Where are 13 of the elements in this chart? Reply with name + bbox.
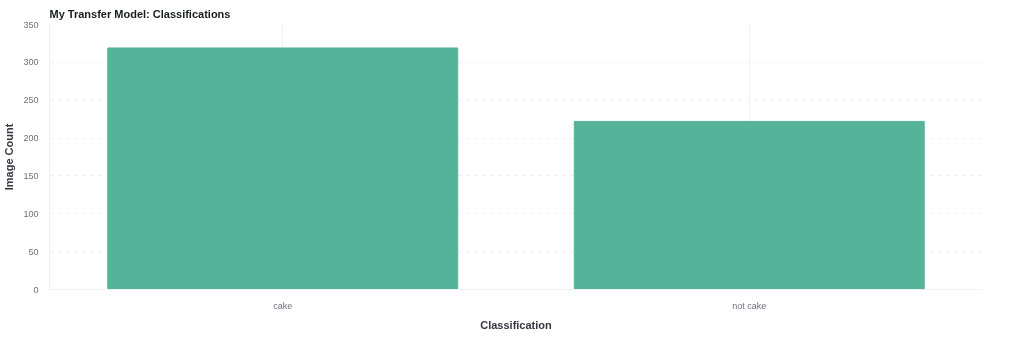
y-tick-label: 350 <box>23 19 39 30</box>
y-tick-label: 300 <box>23 57 39 68</box>
y-tick-label: 0 <box>33 284 39 295</box>
y-tick-label: 50 <box>28 246 39 257</box>
x-axis-title: Classification <box>480 318 553 331</box>
y-tick-label: 150 <box>23 170 39 181</box>
y-tick-label: 250 <box>23 95 39 106</box>
y-axis-title: Image Count <box>3 123 16 191</box>
x-tick-label: cake <box>273 300 293 311</box>
y-tick-label: 100 <box>23 208 39 219</box>
chart-title: My Transfer Model: Classifications <box>49 7 231 20</box>
y-tick-label: 200 <box>23 133 39 144</box>
x-tick-label: not cake <box>732 300 767 311</box>
